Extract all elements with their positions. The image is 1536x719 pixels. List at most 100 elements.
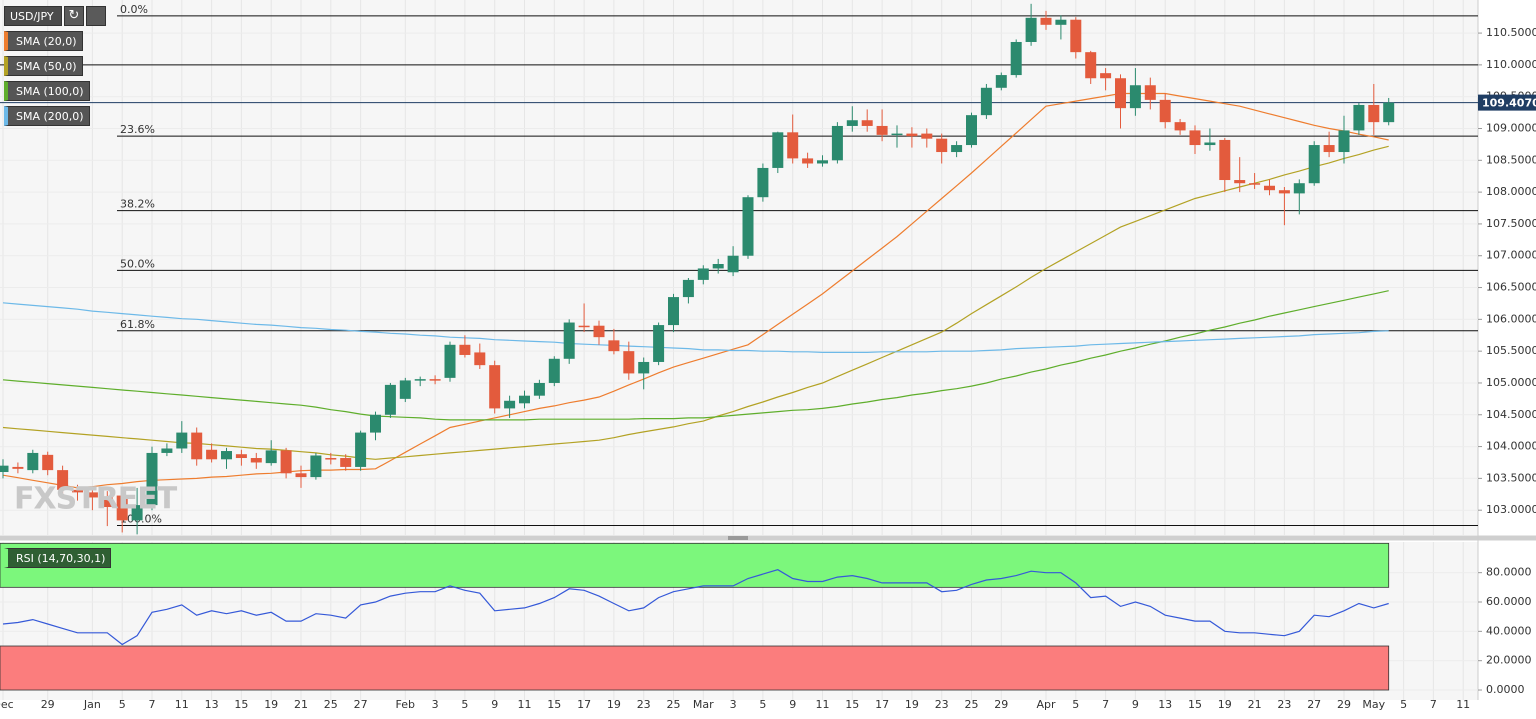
x-tick-label: 11 (175, 698, 189, 711)
x-tick-label: Dec (0, 698, 14, 711)
y-tick-label: 108.5000 (1486, 153, 1536, 166)
fib-label: 23.6% (120, 123, 155, 136)
y-tick-label: 107.5000 (1486, 217, 1536, 230)
candle-body (27, 452, 39, 471)
x-tick-label: 17 (577, 698, 591, 711)
x-tick-label: 3 (730, 698, 737, 711)
legend-item[interactable]: SMA (50,0) (4, 56, 83, 76)
x-tick-label: 25 (667, 698, 681, 711)
y-tick-label: 104.0000 (1486, 440, 1536, 453)
candle-body (1100, 73, 1112, 79)
candle-body (1368, 104, 1380, 123)
candle-body (757, 167, 769, 198)
x-tick-label: 15 (547, 698, 561, 711)
candle-body (1159, 99, 1171, 123)
candle-body (414, 379, 426, 381)
y-tick-label: 107.0000 (1486, 249, 1536, 262)
y-tick-label: 110.5000 (1486, 26, 1536, 39)
candle-body (1070, 19, 1082, 53)
candle-body (668, 297, 679, 326)
candle-body (459, 344, 471, 355)
candle-body (72, 489, 83, 493)
candle-body (742, 197, 754, 256)
x-tick-label: 5 (119, 698, 126, 711)
candle-body (221, 451, 232, 460)
candle-body (593, 325, 605, 338)
candle-body (682, 279, 694, 298)
candle-body (1249, 183, 1261, 185)
settings-button[interactable] (86, 6, 106, 26)
candle-body (876, 125, 888, 135)
rsi-label: RSI (14,70,30,1) (4, 548, 112, 568)
y-tick-label: 109.0000 (1486, 122, 1536, 135)
y-tick-label: 106.0000 (1486, 312, 1536, 325)
x-tick-label: 9 (1132, 698, 1139, 711)
candle-body (1219, 139, 1231, 181)
candle-body (951, 145, 963, 153)
x-tick-label: Mar (693, 698, 714, 711)
candle-body (846, 120, 858, 126)
candle-body (399, 380, 411, 399)
candle-body (1115, 78, 1126, 109)
candle-body (1085, 52, 1097, 79)
legend-item[interactable]: SMA (100,0) (4, 81, 90, 101)
candle-body (1204, 142, 1216, 146)
candle-body (57, 470, 69, 490)
candle-body (86, 492, 98, 498)
x-tick-label: 19 (905, 698, 919, 711)
candle-body (966, 115, 977, 146)
candle-body (861, 120, 873, 126)
candle-body (1264, 185, 1275, 191)
candle-body (235, 454, 247, 459)
candle-body (697, 268, 709, 280)
y-tick-label: 20.0000 (1486, 654, 1532, 667)
sma-line (2, 302, 1389, 353)
candle-body (295, 473, 307, 478)
candle-body (489, 365, 501, 409)
x-tick-label: 5 (759, 698, 766, 711)
candle-body (384, 384, 396, 415)
x-tick-label: 19 (1218, 698, 1232, 711)
sma-line (2, 290, 1389, 421)
x-tick-label: 29 (994, 698, 1008, 711)
x-tick-label: 15 (1188, 698, 1202, 711)
candle-body (548, 358, 560, 383)
x-tick-label: 5 (461, 698, 468, 711)
x-tick-label: Jan (83, 698, 101, 711)
fib-label: 50.0% (120, 257, 155, 270)
legend-item[interactable]: SMA (200,0) (4, 106, 90, 126)
candle-body (12, 466, 24, 469)
candle-body (265, 450, 277, 464)
refresh-button[interactable]: ↻ (64, 6, 84, 26)
candle-body (578, 325, 590, 328)
candle-body (1293, 183, 1305, 194)
fib-label: 61.8% (120, 318, 155, 331)
candle-body (638, 361, 650, 374)
x-tick-label: 7 (1430, 698, 1437, 711)
x-tick-label: 19 (264, 698, 278, 711)
candle-body (280, 450, 292, 474)
candle-body (995, 75, 1007, 88)
candle-body (712, 264, 724, 269)
candle-body (1383, 102, 1395, 123)
candle-body (250, 458, 262, 463)
x-tick-label: 29 (41, 698, 55, 711)
sma-line (2, 145, 1389, 460)
candle-body (980, 87, 992, 116)
candle-body (1234, 180, 1246, 184)
symbol-button[interactable]: USD/JPY (4, 6, 62, 26)
candle-body (1174, 122, 1186, 131)
candle-body (191, 432, 203, 460)
y-tick-label: 106.5000 (1486, 281, 1536, 294)
y-tick-label: 110.0000 (1486, 58, 1536, 71)
x-tick-label: 17 (875, 698, 889, 711)
x-tick-label: 5 (1400, 698, 1407, 711)
price-panel (0, 0, 1478, 535)
x-tick-label: 21 (294, 698, 308, 711)
candle-body (206, 449, 218, 460)
legend-item[interactable]: SMA (20,0) (4, 31, 83, 51)
x-tick-label: 23 (1277, 698, 1291, 711)
candle-body (101, 497, 113, 508)
